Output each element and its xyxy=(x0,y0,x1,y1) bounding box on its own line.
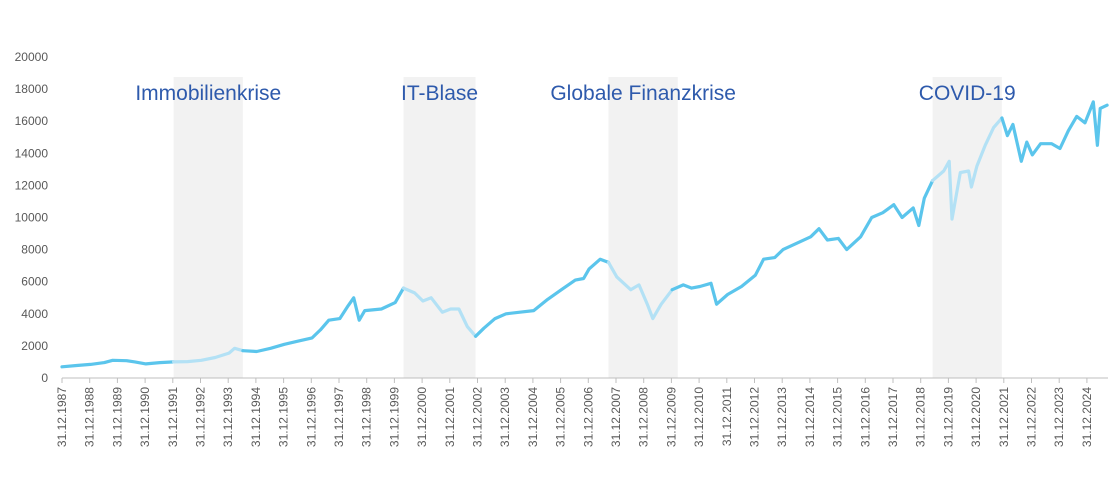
x-tick-label: 31.12.2010 xyxy=(692,387,706,447)
crisis-labels: Immobilienkrise IT-Blase Globale Finanzkri… xyxy=(135,82,1015,105)
x-tick-label: 31.12.2022 xyxy=(1025,387,1039,447)
crisis-label: IT-Blase xyxy=(401,82,478,105)
y-tick-label: 0 xyxy=(41,371,48,385)
x-tick-label: 31.12.2018 xyxy=(914,387,928,447)
x-tick-label: 31.12.2012 xyxy=(748,387,762,447)
series-line-segment xyxy=(670,179,935,306)
y-tick-label: 12000 xyxy=(15,178,49,192)
x-tick-label: 31.12.2002 xyxy=(471,387,485,447)
x-tick-label: 31.12.1991 xyxy=(166,387,180,447)
crisis-bands xyxy=(173,77,1002,378)
x-tick-label: 31.12.2000 xyxy=(415,387,429,447)
y-tick-label: 8000 xyxy=(21,243,48,257)
x-tick-label: 31.12.2008 xyxy=(637,387,651,447)
series-line-segment xyxy=(60,358,176,369)
x-tick-label: 31.12.2005 xyxy=(554,387,568,447)
x-tick-label: 31.12.2015 xyxy=(831,387,845,447)
y-tick-label: 2000 xyxy=(21,339,48,353)
series-line-segment xyxy=(1000,100,1109,163)
x-tick-label: 31.12.2023 xyxy=(1052,387,1066,447)
x-tick-label: 31.12.1994 xyxy=(249,387,263,447)
x-tick-label: 31.12.2021 xyxy=(997,387,1011,447)
crisis-label: Globale Finanzkrise xyxy=(550,82,736,105)
crisis-band-2 xyxy=(608,77,678,378)
series-line-segment xyxy=(401,286,478,338)
x-tick-label: 31.12.1995 xyxy=(277,387,291,447)
x-tick-label: 31.12.1996 xyxy=(304,387,318,447)
x-tick-label: 31.12.1992 xyxy=(194,387,208,447)
crisis-label: Immobilienkrise xyxy=(135,82,281,105)
x-tick-label: 31.12.1988 xyxy=(83,387,97,447)
series-line-segment xyxy=(931,116,1004,221)
y-tick-label: 6000 xyxy=(21,275,48,289)
y-tick-label: 18000 xyxy=(15,82,49,96)
y-tick-label: 16000 xyxy=(15,114,49,128)
y-tick-label: 20000 xyxy=(15,50,49,64)
x-tick-label: 31.12.2006 xyxy=(581,387,595,447)
x-tick-label: 31.12.2024 xyxy=(1080,387,1094,447)
series-group xyxy=(60,100,1109,369)
y-tick-label: 14000 xyxy=(15,146,49,160)
crisis-band-1 xyxy=(403,77,476,378)
x-tick-label: 31.12.2013 xyxy=(775,387,789,447)
y-tick-label: 4000 xyxy=(21,307,48,321)
x-tick-label: 31.12.1993 xyxy=(221,387,235,447)
x-tick-label: 31.12.2019 xyxy=(941,387,955,447)
x-tick-label: 31.12.2011 xyxy=(720,387,734,446)
series-line-segment xyxy=(241,286,406,354)
series-line-segment xyxy=(172,346,245,364)
y-tick-label: 10000 xyxy=(15,211,49,225)
crisis-band-0 xyxy=(173,77,243,378)
x-tick-label: 31.12.2017 xyxy=(886,387,900,447)
x-tick-label: 31.12.1989 xyxy=(110,387,124,447)
x-tick-label: 31.12.1990 xyxy=(138,387,152,447)
x-tick-label: 31.12.1998 xyxy=(360,387,374,447)
x-tick-label: 31.12.2020 xyxy=(969,387,983,447)
x-tick-label: 31.12.1987 xyxy=(55,387,69,447)
x-tick-label: 31.12.1997 xyxy=(332,387,346,447)
crisis-label: COVID-19 xyxy=(919,82,1016,105)
x-tick-label: 31.12.2004 xyxy=(526,387,540,447)
x-tick-label: 31.12.2009 xyxy=(664,387,678,447)
x-tick-label: 31.12.2001 xyxy=(443,387,457,447)
series-line-segment xyxy=(474,257,611,338)
x-tick-label: 31.12.2003 xyxy=(498,387,512,447)
x-tick-label: 31.12.2016 xyxy=(858,387,872,447)
series-line-segment xyxy=(606,260,674,321)
axes: 0 2000 4000 6000 8000 10000 12000 14000 16000 180… xyxy=(15,50,1108,447)
x-tick-label: 31.12.2014 xyxy=(803,387,817,447)
x-tick-label: 31.12.1999 xyxy=(387,387,401,447)
x-tick-label: 31.12.2007 xyxy=(609,387,623,447)
crisis-band-3 xyxy=(932,77,1002,378)
